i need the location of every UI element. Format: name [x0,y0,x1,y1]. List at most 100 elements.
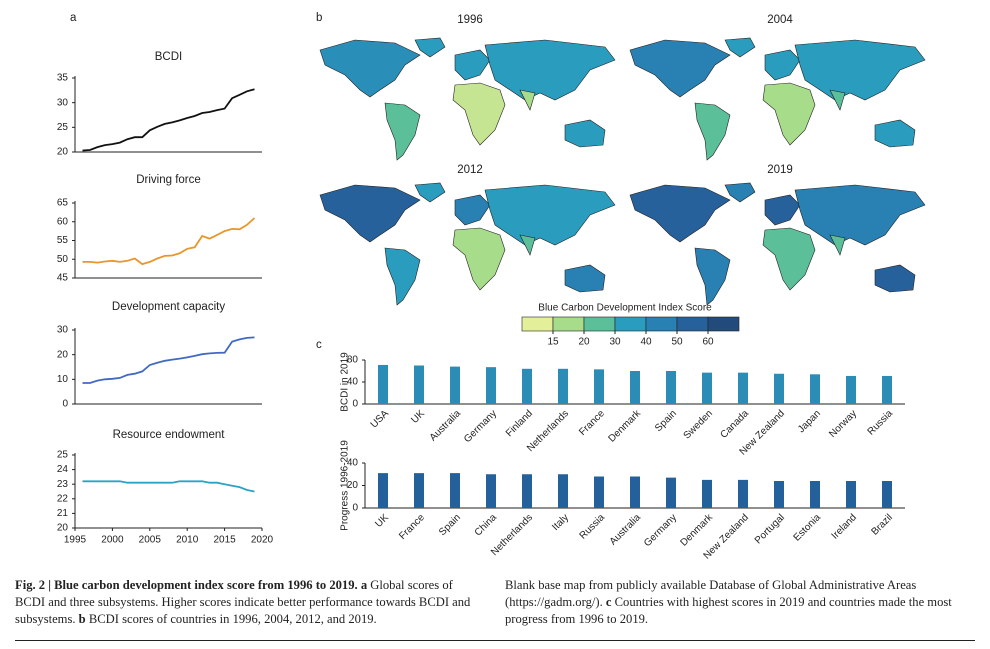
y-tick-label: 45 [57,273,69,284]
x-tick-label: 2010 [176,535,199,546]
world-map [319,182,616,306]
bar [666,477,676,508]
caption-text: Global scores of BCDI and three subsyste… [15,578,471,626]
colorbar-swatch [552,316,585,332]
caption-text: Fig. 2 | Blue carbon development index s… [15,578,358,592]
colorbar-tick-label: 30 [609,337,621,348]
y-tick-label: 21 [57,508,69,519]
panel-label: b [316,12,322,24]
bar [450,366,460,404]
bar [558,368,568,404]
chart-title: BCDI [155,51,182,63]
y-tick-label: 23 [57,479,69,490]
x-tick-label: Brazil [870,512,895,537]
bar [882,375,892,404]
caption-text: a [357,578,368,592]
colorbar-tick-label: 50 [671,337,683,348]
colorbar-swatch [583,316,616,332]
map-title: 2012 [457,164,483,176]
y-tick-label: 50 [57,254,69,265]
y-tick-label: 0 [62,399,68,410]
bar [846,375,856,404]
x-tick-label: UK [373,512,391,530]
y-tick-label: 80 [347,355,359,366]
map-title: 2004 [767,14,793,26]
data-line [82,217,256,266]
bar [486,367,496,404]
bar [702,479,712,508]
x-tick-label: 2000 [101,535,124,546]
x-tick-label: France [577,408,607,438]
y-tick-label: 40 [347,458,359,469]
bar [558,474,568,508]
y-tick-label: 20 [347,480,359,491]
bar [414,473,424,508]
map-title: 1996 [457,14,483,26]
bar [630,371,640,404]
bar [666,371,676,404]
x-tick-label: Japan [796,408,823,435]
y-tick-label: 20 [57,147,69,158]
bar [414,365,424,404]
caption-text: BCDI scores of countries in 1996, 2004, … [85,612,377,626]
bar [810,481,820,508]
bar [738,372,748,404]
y-axis-label: BCDI in 2019 [340,352,351,412]
y-tick-label: 20 [57,349,69,360]
bar [774,481,784,508]
panel-label: a [70,12,77,24]
x-tick-label: Germany [462,408,499,445]
bar [450,473,460,508]
panel-label: c [316,339,322,351]
y-tick-label: 24 [57,464,69,475]
colorbar-swatch [521,316,554,332]
caption-text: c [602,595,612,609]
y-tick-label: 25 [57,450,69,461]
y-tick-label: 65 [57,198,69,209]
y-tick-label: 0 [352,503,358,514]
x-tick-label: Canada [718,408,751,441]
data-line [82,336,255,384]
x-tick-label: Denmark [607,408,644,445]
x-tick-label: Spain [437,512,463,538]
chart-title: Development capacity [112,301,225,313]
x-tick-label: Finland [504,408,535,439]
y-tick-label: 30 [57,97,69,108]
world-map [629,182,926,306]
bar [630,476,640,508]
bar [522,474,532,508]
y-tick-label: 40 [347,377,359,388]
bar [594,476,604,508]
bar [738,479,748,508]
y-tick-label: 22 [57,493,69,504]
bar [486,474,496,508]
x-tick-label: Sweden [682,408,715,441]
figure: a b c 1996 2004 2012 2019 Blue Carbon De… [57,12,926,562]
y-tick-label: 55 [57,235,69,246]
y-axis-label: Progress 1996-2019 [340,440,351,531]
y-tick-label: 20 [57,523,69,534]
caption-text: b [75,612,86,626]
rule [15,640,975,641]
map-title: 2019 [767,164,793,176]
caption-left: Fig. 2 | Blue carbon development index s… [15,577,485,628]
x-tick-label: UK [409,408,427,426]
chart-title: Driving force [136,174,201,186]
x-tick-label: Australia [428,408,464,444]
x-tick-label: Russia [578,512,608,542]
data-line [82,88,255,152]
x-tick-label: 2020 [251,535,274,546]
bar [594,369,604,404]
x-tick-label: Estonia [792,512,824,544]
x-tick-label: 1995 [64,535,87,546]
x-tick-label: Ireland [830,512,859,541]
x-tick-label: France [397,512,427,542]
bar [774,373,784,404]
colorbar-swatch [707,316,740,332]
bar [522,368,532,404]
bar [882,481,892,508]
colorbar-swatch [614,316,647,332]
y-tick-label: 0 [352,399,358,410]
chart-title: Resource endowment [113,429,226,441]
